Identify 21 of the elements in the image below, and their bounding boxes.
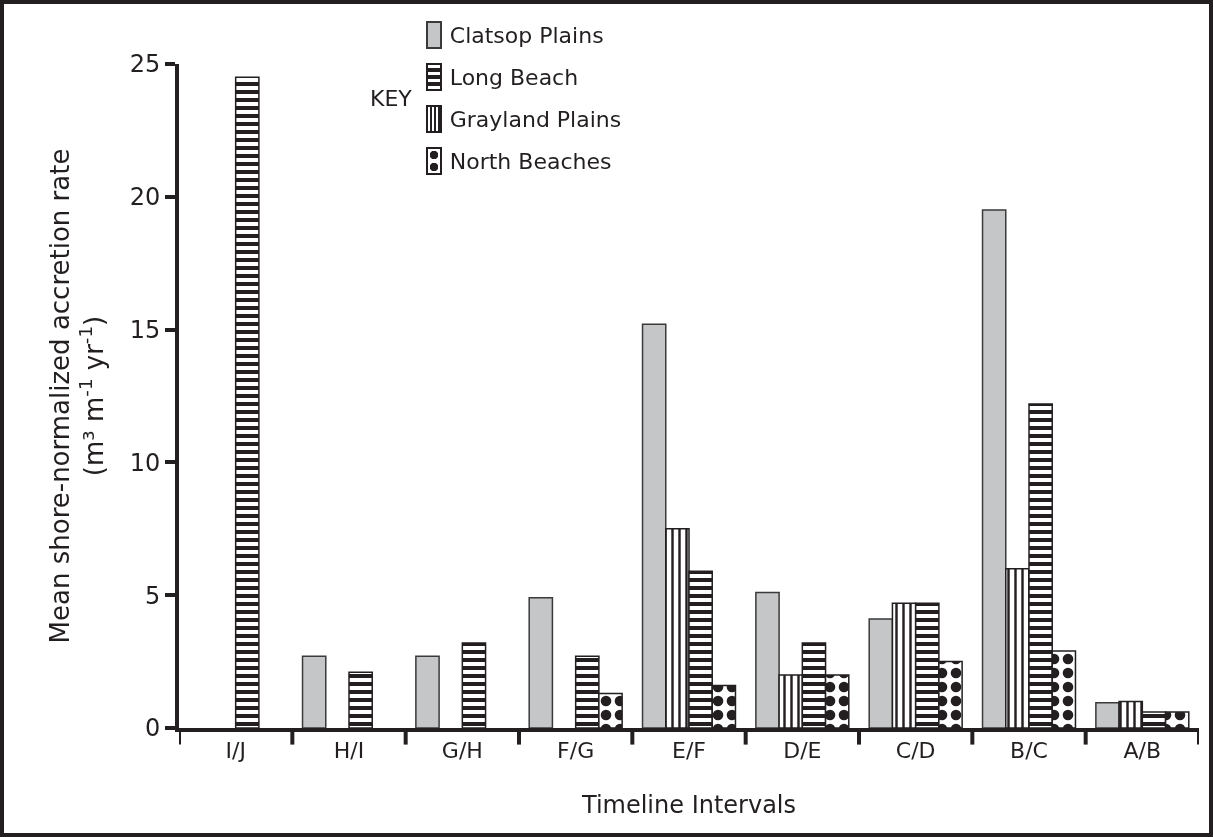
y-tick-label: 15 [129,316,161,344]
legend-label: North Beaches [449,148,612,174]
x-tick-label: G/H [441,738,483,764]
legend-label: Clatsop Plains [449,22,604,48]
x-tick-label: C/D [895,738,936,764]
y-tick-label: 20 [129,183,161,212]
legend-label: Long Beach [449,64,579,90]
x-tick-label: F/G [557,738,595,764]
x-tick-label: A/B [1123,738,1162,764]
y-tick-label: 0 [144,714,161,743]
x-tick-label: I/J [225,738,246,764]
y-tick-label: 5 [144,581,161,610]
y-tick-label: 25 [129,50,161,79]
x-tick-label: H/I [333,738,365,764]
legend-title: KEY [370,85,412,111]
x-axis-title: Timeline Intervals [580,791,797,819]
x-tick-label: D/E [783,738,822,764]
y-tick-label: 10 [129,448,161,477]
legend-label: Grayland Plains [449,106,622,132]
x-tick-label: E/F [672,738,706,764]
x-tick-label: B/C [1010,738,1048,764]
